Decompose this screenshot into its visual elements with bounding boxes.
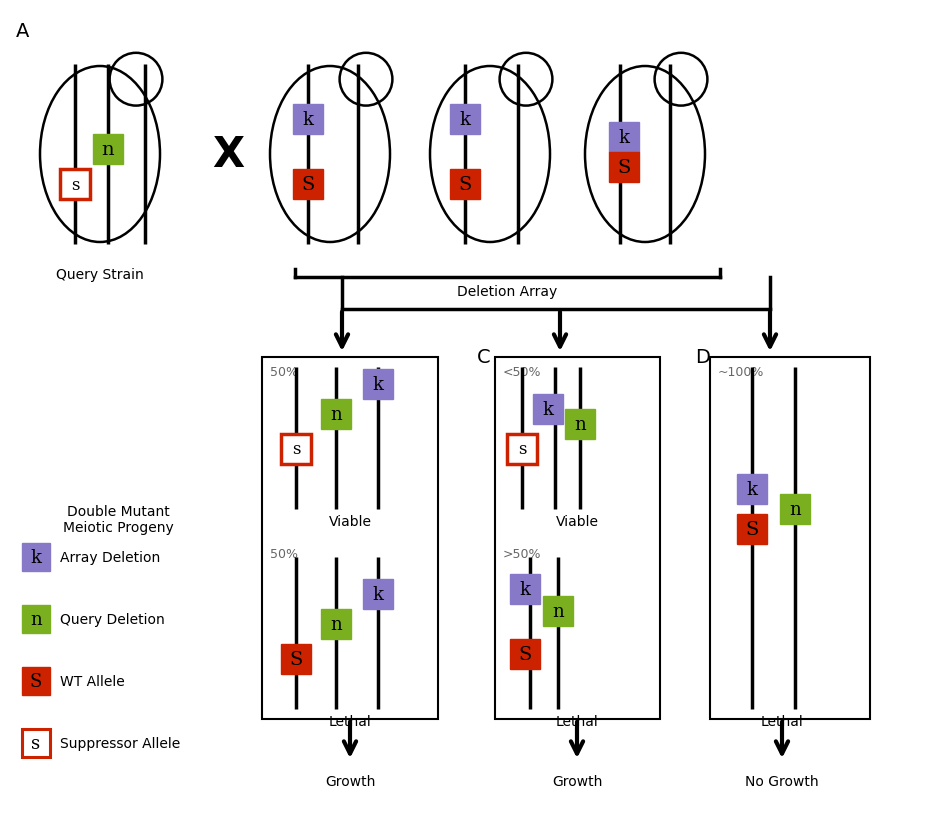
Text: n: n xyxy=(789,500,801,518)
Bar xyxy=(93,135,123,165)
Text: No Growth: No Growth xyxy=(745,774,819,788)
Text: S: S xyxy=(518,645,532,663)
Bar xyxy=(262,358,438,720)
Text: S: S xyxy=(302,176,315,194)
Text: >50%: >50% xyxy=(503,547,541,561)
Bar xyxy=(281,435,311,465)
Text: Query Strain: Query Strain xyxy=(56,267,144,282)
Text: X: X xyxy=(212,134,244,176)
Text: D: D xyxy=(695,348,710,367)
Text: n: n xyxy=(330,615,342,633)
Text: Suppressor Allele: Suppressor Allele xyxy=(60,736,180,750)
Text: Viable: Viable xyxy=(328,514,371,528)
Text: n: n xyxy=(30,610,42,628)
Bar xyxy=(22,605,50,633)
Text: k: k xyxy=(619,129,630,147)
Text: n: n xyxy=(102,141,115,159)
Text: 50%: 50% xyxy=(270,547,298,561)
Bar xyxy=(609,123,639,153)
Text: S: S xyxy=(290,650,303,668)
Bar xyxy=(60,170,90,200)
Bar xyxy=(565,410,595,440)
Text: <50%: <50% xyxy=(503,365,541,378)
Bar xyxy=(363,580,393,609)
Bar xyxy=(22,543,50,571)
Text: k: k xyxy=(520,580,530,599)
Text: k: k xyxy=(30,548,41,566)
Bar xyxy=(363,369,393,400)
Text: Query Deletion: Query Deletion xyxy=(60,612,164,626)
Bar xyxy=(533,394,563,425)
Bar xyxy=(293,170,323,200)
Bar xyxy=(22,729,50,757)
Text: k: k xyxy=(460,111,471,129)
Text: k: k xyxy=(372,376,384,393)
Text: S: S xyxy=(30,672,42,691)
Bar xyxy=(321,400,351,430)
Text: Lethal: Lethal xyxy=(556,714,599,728)
Text: s: s xyxy=(518,441,526,458)
Bar xyxy=(293,105,323,135)
Text: Viable: Viable xyxy=(556,514,599,528)
Text: S: S xyxy=(459,176,472,194)
Text: k: k xyxy=(303,111,314,129)
Text: ~100%: ~100% xyxy=(718,365,764,378)
Bar xyxy=(510,639,540,669)
Text: s: s xyxy=(70,176,79,193)
Text: k: k xyxy=(542,401,554,418)
Text: S: S xyxy=(618,159,631,177)
Text: n: n xyxy=(330,406,342,423)
Text: s: s xyxy=(291,441,300,458)
Text: n: n xyxy=(552,602,564,620)
Text: k: k xyxy=(746,480,758,498)
Text: Double Mutant
Meiotic Progeny: Double Mutant Meiotic Progeny xyxy=(63,504,173,534)
Bar xyxy=(710,358,870,720)
Bar xyxy=(450,105,480,135)
Text: WT Allele: WT Allele xyxy=(60,674,125,688)
Text: k: k xyxy=(372,585,384,604)
Bar xyxy=(510,575,540,604)
Bar xyxy=(321,609,351,639)
Text: S: S xyxy=(745,520,759,538)
Text: Lethal: Lethal xyxy=(329,714,371,728)
Bar xyxy=(737,474,767,504)
Text: 50%: 50% xyxy=(270,365,298,378)
Text: Lethal: Lethal xyxy=(760,714,804,728)
Text: Growth: Growth xyxy=(325,774,375,788)
Text: A: A xyxy=(16,22,29,41)
Bar xyxy=(281,644,311,674)
Bar xyxy=(22,667,50,696)
Text: Array Deletion: Array Deletion xyxy=(60,551,160,565)
Text: Deletion Array: Deletion Array xyxy=(457,285,557,299)
Bar xyxy=(495,358,660,720)
Text: s: s xyxy=(31,734,40,752)
Bar xyxy=(609,153,639,183)
Text: C: C xyxy=(477,348,491,367)
Bar xyxy=(543,596,573,626)
Text: Growth: Growth xyxy=(552,774,603,788)
Bar xyxy=(450,170,480,200)
Bar xyxy=(507,435,537,465)
Bar xyxy=(780,494,810,524)
Text: n: n xyxy=(574,416,586,434)
Bar xyxy=(737,514,767,544)
